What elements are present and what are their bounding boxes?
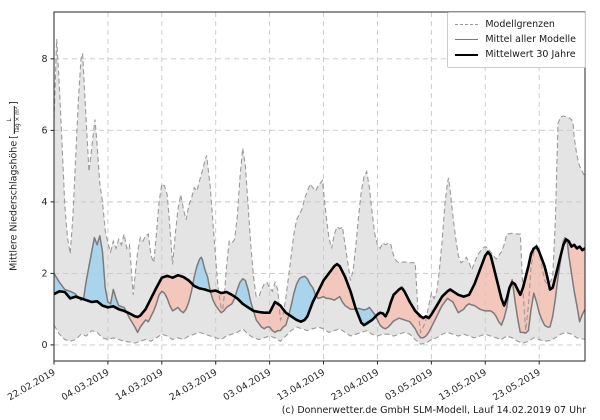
unit-numerator: L: [6, 118, 13, 122]
model-range-band: [54, 39, 585, 345]
plot-border: [53, 11, 586, 362]
unit-denominator: Tag × m²: [13, 105, 22, 135]
below-normal-fill: [566, 239, 585, 322]
x-tick-label: 22.02.2019: [6, 367, 58, 403]
x-tick-label: 03.04.2019: [222, 367, 274, 403]
x-tick-label: 13.05.2019: [437, 367, 489, 403]
x-tick-label: 03.05.2019: [383, 367, 435, 403]
x-tick-label: 23.05.2019: [491, 367, 543, 403]
x-tick-label: 14.03.2019: [114, 367, 166, 403]
below-normal-fill: [512, 246, 563, 334]
model-mean-line: [54, 235, 585, 339]
legend-item-mittel-aller-modelle: Mittel aller Modelle: [455, 32, 576, 47]
climate-mean-line: [54, 238, 585, 327]
upper-model-boundary-line: [54, 39, 585, 335]
legend-item-mittelwert-30-jahre: Mittelwert 30 Jahre: [455, 47, 576, 62]
unit-fraction: L Tag × m²: [6, 105, 22, 135]
above-normal-fill: [235, 278, 254, 311]
plot-area: [54, 12, 585, 361]
lower-model-boundary-line: [54, 324, 585, 345]
x-tick-label: 04.03.2019: [60, 367, 112, 403]
above-normal-fill: [82, 235, 127, 312]
gray-line-swatch: [455, 39, 479, 40]
y-axis-label: Mittlere Niederschlagshöhe [L Tag × m²]: [6, 101, 22, 271]
x-tick-label: 13.04.2019: [275, 367, 327, 403]
x-tick-label: 24.03.2019: [168, 367, 220, 403]
x-tick-label: 23.04.2019: [329, 367, 381, 403]
dashed-line-swatch: [455, 24, 479, 25]
below-normal-fill: [210, 290, 235, 313]
black-line-swatch: [455, 53, 479, 56]
legend-label: Modellgrenzen: [485, 19, 555, 30]
legend-label: Mittelwert 30 Jahre: [485, 49, 576, 60]
y-tick-label: 4: [41, 197, 47, 208]
y-axis-label-text: Mittlere Niederschlagshöhe: [8, 140, 20, 271]
below-normal-fill: [126, 275, 193, 333]
unit-bracket-right: ]: [8, 101, 20, 105]
y-tick-label: 8: [41, 54, 47, 65]
y-tick-label: 6: [41, 126, 47, 137]
legend-item-modellgrenzen: Modellgrenzen: [455, 17, 576, 32]
below-normal-fill: [253, 302, 289, 333]
y-tick-label: 0: [41, 340, 47, 351]
copyright-credit: (c) Donnerwetter.de GmbH SLM-Modell, Lau…: [281, 405, 586, 416]
legend: Modellgrenzen Mittel aller Modelle Mitte…: [447, 12, 586, 68]
y-tick-label: 2: [41, 269, 47, 280]
below-normal-fill: [375, 251, 510, 338]
legend-label: Mittel aller Modelle: [485, 34, 576, 45]
unit-bracket-left: [: [8, 135, 20, 139]
